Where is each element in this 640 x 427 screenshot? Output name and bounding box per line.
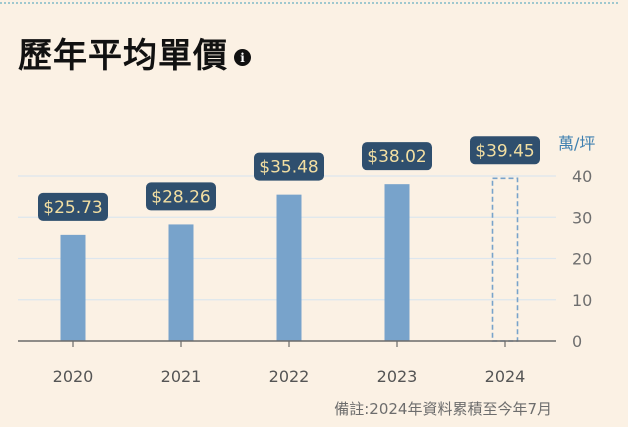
value-label-box — [146, 182, 216, 211]
value-label-box — [38, 192, 108, 221]
x-tick-label: 2021 — [161, 367, 202, 386]
y-tick-label: 10 — [572, 291, 592, 310]
x-tick-label: 2020 — [53, 367, 94, 386]
y-tick-label: 40 — [572, 167, 592, 186]
y-tick-label: 0 — [572, 332, 582, 351]
x-tick-label: 2022 — [269, 367, 310, 386]
x-tick-label: 2024 — [485, 367, 526, 386]
info-icon[interactable]: i — [234, 49, 251, 66]
value-label-box — [254, 152, 324, 181]
bar-2021 — [168, 224, 194, 341]
top-divider — [0, 2, 618, 4]
bar-2023 — [384, 184, 410, 341]
value-label: $35.48 — [259, 158, 318, 178]
bar-2024-estimate — [491, 177, 519, 342]
value-label: $25.73 — [43, 198, 102, 218]
bar-2022 — [276, 194, 302, 341]
footnote: 備註:2024年資料累積至今年7月 — [334, 400, 552, 418]
value-label: $39.45 — [475, 141, 534, 161]
right-edge-strip — [628, 0, 640, 427]
value-label-box — [362, 142, 432, 171]
value-label: $28.26 — [151, 187, 210, 207]
value-label-box — [470, 136, 540, 165]
bar-2020 — [60, 234, 86, 341]
unit-label: 萬/坪 — [558, 134, 595, 153]
y-tick-label: 30 — [572, 208, 592, 227]
y-tick-label: 20 — [572, 250, 592, 269]
chart-title: 歷年平均單價 — [18, 36, 228, 76]
title-row: 歷年平均單價 i — [18, 28, 251, 77]
value-label: $38.02 — [367, 147, 426, 167]
x-tick-label: 2023 — [377, 367, 418, 386]
